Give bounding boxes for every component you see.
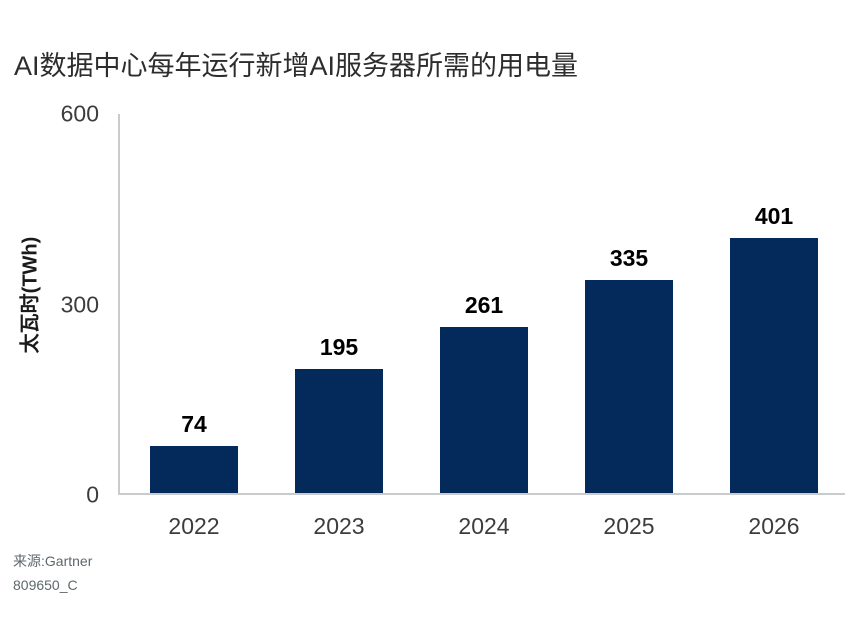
bar [730,238,818,493]
bar [295,369,383,493]
x-tick-label: 2026 [748,513,800,539]
y-axis-title: 太瓦时(TWh) [19,236,42,354]
bar-value-label: 335 [609,245,649,271]
chart-title: AI数据中心每年运行新增AI服务器所需的用电量 [14,51,579,81]
bar [440,327,528,493]
figure-id: 809650_C [13,577,78,593]
bar-value-label: 261 [464,292,504,318]
x-tick-label: 2024 [458,513,510,539]
bar-value-label: 195 [319,334,359,360]
bar [585,280,673,493]
y-tick-label: 600 [60,100,99,127]
bar-value-label: 401 [754,203,794,229]
source-text: 来源:Gartner [13,553,93,569]
y-tick-label: 300 [60,291,99,317]
x-tick-label: 2023 [313,513,365,539]
bar-value-label: 74 [181,411,207,437]
plot-area: 0 300 600 74 2022 195 2023 261 2024 335 2025 401 202… [61,101,845,539]
bar [150,446,238,493]
x-tick-label: 2025 [603,513,655,539]
x-tick-label: 2022 [168,513,220,539]
source-block: 来源:Gartner 809650_C [13,549,92,597]
y-tick-label: 0 [86,481,99,508]
